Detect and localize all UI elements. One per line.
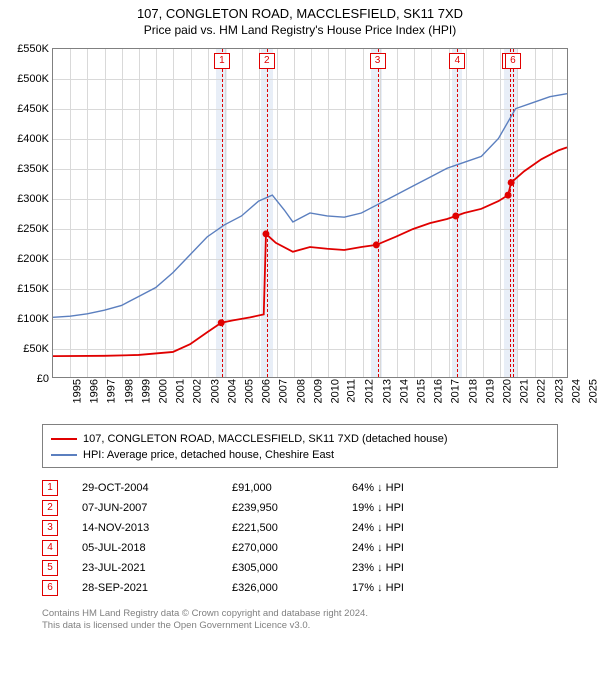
x-axis-tick: 2024 xyxy=(570,379,582,403)
legend-swatch xyxy=(51,438,77,440)
plot-svg xyxy=(53,49,567,377)
data-point xyxy=(508,179,515,186)
x-axis-tick: 1995 xyxy=(71,379,83,403)
y-axis-tick: £200K xyxy=(17,253,53,265)
y-axis-tick: £550K xyxy=(17,43,53,55)
transaction-date: 23-JUL-2021 xyxy=(82,562,232,574)
x-axis-tick: 2019 xyxy=(484,379,496,403)
y-axis-tick: £150K xyxy=(17,283,53,295)
transaction-price: £239,950 xyxy=(232,502,352,514)
x-axis-tick: 1997 xyxy=(106,379,118,403)
x-axis-tick: 2000 xyxy=(157,379,169,403)
transaction-delta: 19% ↓ HPI xyxy=(352,502,558,514)
y-axis-tick: £450K xyxy=(17,103,53,115)
x-axis-tick: 2021 xyxy=(519,379,531,403)
x-axis-tick: 2012 xyxy=(364,379,376,403)
x-axis-tick: 2017 xyxy=(450,379,462,403)
transaction-date: 28-SEP-2021 xyxy=(82,582,232,594)
transaction-delta: 24% ↓ HPI xyxy=(352,542,558,554)
footer-line: Contains HM Land Registry data © Crown c… xyxy=(42,608,558,620)
y-axis-tick: £100K xyxy=(17,313,53,325)
table-row: 3 14-NOV-2013£221,50024% ↓ HPI xyxy=(42,518,558,538)
x-axis-tick: 2013 xyxy=(381,379,393,403)
transaction-price: £270,000 xyxy=(232,542,352,554)
x-axis-tick: 2006 xyxy=(261,379,273,403)
transaction-price: £326,000 xyxy=(232,582,352,594)
transaction-index: 6 xyxy=(42,580,58,596)
y-axis-tick: £0 xyxy=(37,373,53,385)
transaction-index: 2 xyxy=(42,500,58,516)
data-point xyxy=(262,230,269,237)
attribution-footer: Contains HM Land Registry data © Crown c… xyxy=(42,608,558,633)
table-row: 1 29-OCT-2004£91,00064% ↓ HPI xyxy=(42,478,558,498)
x-axis-tick: 1996 xyxy=(89,379,101,403)
transaction-index: 1 xyxy=(42,480,58,496)
data-point xyxy=(452,213,459,220)
legend-label: HPI: Average price, detached house, Ches… xyxy=(83,449,334,461)
y-axis-tick: £250K xyxy=(17,223,53,235)
transaction-delta: 23% ↓ HPI xyxy=(352,562,558,574)
transaction-table: 1 29-OCT-2004£91,00064% ↓ HPI 2 07-JUN-2007… xyxy=(42,478,558,598)
x-axis-tick: 2002 xyxy=(192,379,204,403)
x-axis-tick: 2005 xyxy=(243,379,255,403)
x-axis-tick: 2010 xyxy=(329,379,341,403)
data-point xyxy=(373,241,380,248)
x-axis-tick: 2020 xyxy=(501,379,513,403)
x-axis-tick: 2025 xyxy=(587,379,599,403)
x-axis-tick: 2015 xyxy=(415,379,427,403)
transaction-date: 05-JUL-2018 xyxy=(82,542,232,554)
transaction-price: £221,500 xyxy=(232,522,352,534)
transaction-delta: 17% ↓ HPI xyxy=(352,582,558,594)
legend-item: 107, CONGLETON ROAD, MACCLESFIELD, SK11 … xyxy=(51,431,549,447)
transaction-date: 14-NOV-2013 xyxy=(82,522,232,534)
chart-subtitle: Price paid vs. HM Land Registry's House … xyxy=(0,21,600,41)
legend-item: HPI: Average price, detached house, Ches… xyxy=(51,447,549,463)
x-axis-tick: 2003 xyxy=(209,379,221,403)
x-axis-tick: 2008 xyxy=(295,379,307,403)
x-axis-tick: 2009 xyxy=(312,379,324,403)
transaction-price: £305,000 xyxy=(232,562,352,574)
transaction-delta: 64% ↓ HPI xyxy=(352,482,558,494)
x-axis-tick: 2016 xyxy=(433,379,445,403)
legend-swatch xyxy=(51,454,77,456)
chart-plot-area: £0£50K£100K£150K£200K£250K£300K£350K£400… xyxy=(52,48,568,378)
table-row: 6 28-SEP-2021£326,00017% ↓ HPI xyxy=(42,578,558,598)
y-axis-tick: £400K xyxy=(17,133,53,145)
x-axis-tick: 2014 xyxy=(398,379,410,403)
x-axis-tick: 1998 xyxy=(123,379,135,403)
x-axis-tick: 2022 xyxy=(536,379,548,403)
transaction-index: 5 xyxy=(42,560,58,576)
transaction-date: 07-JUN-2007 xyxy=(82,502,232,514)
transaction-delta: 24% ↓ HPI xyxy=(352,522,558,534)
data-point xyxy=(505,192,512,199)
y-axis-tick: £350K xyxy=(17,163,53,175)
transaction-index: 3 xyxy=(42,520,58,536)
transaction-index: 4 xyxy=(42,540,58,556)
table-row: 2 07-JUN-2007£239,95019% ↓ HPI xyxy=(42,498,558,518)
data-point xyxy=(218,319,225,326)
x-axis-tick: 1999 xyxy=(140,379,152,403)
transaction-date: 29-OCT-2004 xyxy=(82,482,232,494)
x-axis-tick: 2001 xyxy=(175,379,187,403)
x-axis-tick: 2018 xyxy=(467,379,479,403)
table-row: 4 05-JUL-2018£270,00024% ↓ HPI xyxy=(42,538,558,558)
legend-label: 107, CONGLETON ROAD, MACCLESFIELD, SK11 … xyxy=(83,433,448,445)
table-row: 5 23-JUL-2021£305,00023% ↓ HPI xyxy=(42,558,558,578)
series-price_paid xyxy=(53,147,567,356)
legend: 107, CONGLETON ROAD, MACCLESFIELD, SK11 … xyxy=(42,424,558,468)
x-axis-tick: 2007 xyxy=(278,379,290,403)
chart-title: 107, CONGLETON ROAD, MACCLESFIELD, SK11 … xyxy=(0,0,600,21)
x-axis-tick: 2023 xyxy=(553,379,565,403)
transaction-price: £91,000 xyxy=(232,482,352,494)
y-axis-tick: £50K xyxy=(23,343,53,355)
x-axis-tick: 2011 xyxy=(346,379,358,403)
y-axis-tick: £500K xyxy=(17,73,53,85)
x-axis-tick: 2004 xyxy=(226,379,238,403)
y-axis-tick: £300K xyxy=(17,193,53,205)
footer-line: This data is licensed under the Open Gov… xyxy=(42,620,558,632)
